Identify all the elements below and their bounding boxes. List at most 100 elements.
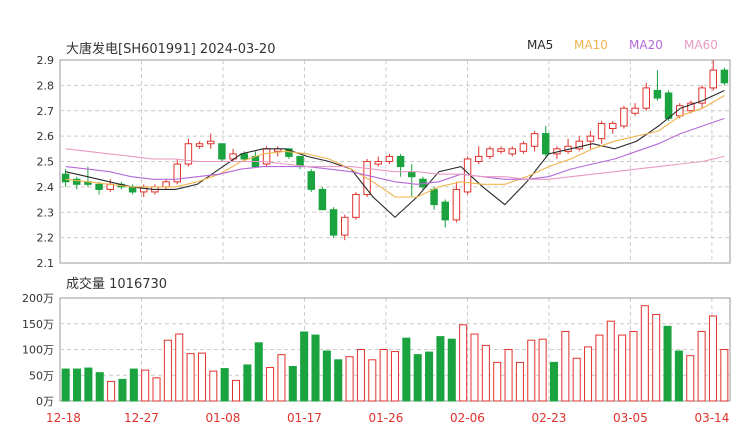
- volume-tick-label: 150万: [22, 318, 54, 331]
- volume-bar-up: [606, 320, 615, 402]
- volume-bar-down: [288, 365, 297, 402]
- volume-bar-up: [527, 339, 536, 402]
- ma-line-ma5: [65, 90, 725, 219]
- volume-bar-up: [538, 338, 547, 402]
- volume-bar-down: [118, 378, 127, 402]
- candle-up: [385, 155, 394, 163]
- volume-bar-down: [549, 361, 559, 402]
- volume-bar-up: [107, 380, 116, 402]
- x-tick-label: 01-08: [206, 411, 241, 425]
- volume-bar-up: [356, 349, 365, 402]
- volume-bar-up: [277, 354, 286, 402]
- candle-down: [329, 209, 338, 236]
- candle-down: [664, 92, 673, 119]
- candle-up: [687, 102, 695, 112]
- volume-bar-up: [186, 353, 195, 402]
- volume-bar-up: [618, 334, 627, 402]
- legend-ma5: MA5: [527, 38, 553, 52]
- candle-down: [408, 171, 416, 178]
- candle-up: [575, 140, 583, 150]
- candle-up: [597, 122, 606, 140]
- volume-bar-down: [436, 336, 445, 402]
- volume-bar-up: [584, 346, 593, 402]
- candle-down: [61, 173, 70, 183]
- x-tick-label: 01-26: [369, 411, 404, 425]
- volume-bar-down: [95, 372, 104, 402]
- volume-bar-up: [629, 330, 638, 402]
- candle-down: [240, 153, 248, 160]
- legend-ma20-label: MA20: [629, 38, 663, 52]
- price-tick-label: 2.1: [37, 257, 55, 270]
- legend-ma60: MA60: [684, 38, 718, 52]
- candle-down: [430, 188, 438, 206]
- price-tick-label: 2.9: [37, 54, 55, 67]
- volume-title: 成交量 1016730: [66, 277, 168, 292]
- volume-bar-up: [152, 377, 161, 402]
- candle-up: [620, 107, 628, 127]
- x-tick-label: 02-06: [450, 411, 485, 425]
- candle-down: [653, 89, 662, 99]
- volume-bar-up: [481, 344, 490, 402]
- volume-bar-down: [84, 367, 93, 402]
- ma-line-ma20: [65, 117, 725, 185]
- legend-ma5-label: MA5: [527, 38, 554, 52]
- price-tick-label: 2.8: [37, 79, 55, 92]
- volume-bar-down: [254, 342, 263, 402]
- volume-bar-up: [561, 330, 570, 402]
- volume-bar-down: [674, 350, 683, 402]
- x-tick-label: 12-18: [46, 411, 81, 425]
- volume-bar-up: [209, 370, 218, 402]
- volume-bar-up: [368, 359, 377, 402]
- volume-bar-up: [640, 305, 649, 402]
- volume-bar-down: [129, 368, 138, 402]
- volume-bar-up: [141, 369, 150, 402]
- candle-down: [720, 69, 729, 84]
- volume-bar-down: [413, 354, 422, 402]
- volume-bar-down: [300, 331, 309, 402]
- candle-up: [642, 87, 650, 109]
- candle-up: [207, 140, 215, 145]
- candle-up: [609, 122, 617, 130]
- ma-line-ma60: [65, 148, 725, 180]
- volume-bar-up: [163, 339, 172, 402]
- x-tick-label: 12-27: [124, 411, 159, 425]
- volume-bar-down: [663, 325, 672, 402]
- candle-up: [475, 155, 483, 163]
- volume-bar-down: [220, 368, 229, 402]
- volume-bar-up: [572, 357, 581, 402]
- candle-up: [173, 163, 181, 183]
- volume-bar-up: [175, 333, 184, 402]
- price-tick-label: 2.5: [37, 156, 55, 169]
- volume-bar-down: [334, 359, 343, 402]
- candle-up: [631, 107, 639, 114]
- volume-bar-down: [311, 334, 320, 402]
- volume-bar-down: [322, 350, 331, 402]
- candle-down: [542, 133, 550, 155]
- candle-down: [441, 201, 449, 221]
- volume-tick-label: 50万: [29, 369, 54, 382]
- volume-bar-up: [231, 379, 241, 402]
- candle-up: [709, 69, 717, 89]
- volume-tick-label: 200万: [22, 292, 54, 305]
- candle-up: [341, 216, 349, 236]
- volume-bar-down: [243, 364, 252, 402]
- candle-up: [586, 135, 595, 142]
- candle-up: [352, 193, 360, 218]
- price-tick-label: 2.6: [37, 130, 55, 143]
- volume-bar-up: [697, 330, 706, 402]
- candle-up: [374, 161, 382, 165]
- candle-down: [218, 143, 226, 160]
- volume-bar-up: [470, 333, 479, 402]
- price-tick-label: 2.4: [37, 181, 55, 194]
- legend-ma60-label: MA60: [684, 38, 718, 52]
- volume-bar-up: [720, 349, 729, 402]
- volume-bar-up: [266, 367, 275, 402]
- x-tick-label: 03-05: [613, 411, 648, 425]
- candle-up: [508, 148, 516, 155]
- candle-down: [318, 188, 327, 211]
- volume-bar-up: [686, 355, 695, 402]
- x-tick-label: 03-14: [694, 411, 729, 425]
- candle-down: [73, 178, 81, 185]
- candle-up: [519, 143, 528, 152]
